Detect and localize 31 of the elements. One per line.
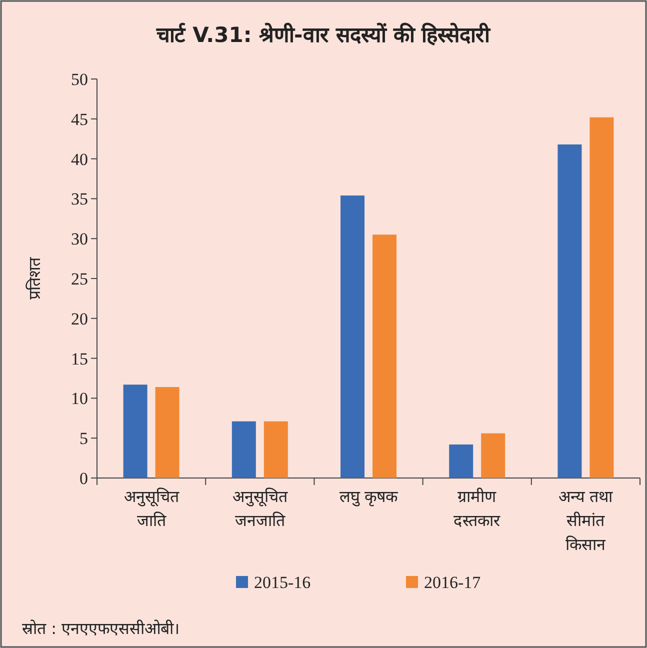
y-tick-label: 20 (71, 309, 88, 328)
x-tick-label: अन्य तथा सीमांत किसान (558, 487, 614, 554)
x-tick-label: अनुसूचित जाति (124, 487, 180, 530)
legend-label: 2015-16 (254, 573, 311, 592)
x-tick-label: अनुसूचित जनजाति (232, 487, 288, 530)
x-tick-label: लघु कृषक (339, 487, 399, 507)
y-tick-label: 35 (71, 190, 88, 209)
y-tick-label: 25 (71, 270, 88, 288)
y-tick-label: 5 (80, 429, 88, 448)
x-tick-label: ग्रामीण दस्तकार (454, 487, 501, 530)
y-tick-label: 0 (80, 469, 88, 488)
y-tick-label: 50 (71, 70, 88, 89)
bar (155, 387, 180, 478)
bar (340, 196, 364, 478)
y-tick-label: 45 (71, 110, 88, 129)
text: स्रोत : एनएएफएससीओबी। (22, 619, 180, 638)
bar (232, 421, 256, 478)
y-axis-title: प्रतिशत (25, 256, 44, 300)
bar (264, 421, 288, 478)
bar (558, 144, 582, 478)
chart-title: चार्ट V.31: श्रेणी-वार सदस्यों की हिस्सेदारी (155, 22, 492, 47)
bar (123, 384, 148, 478)
y-tick-label: 10 (71, 389, 88, 408)
y-tick-label: 30 (71, 230, 88, 249)
bar (449, 444, 474, 478)
y-tick-label: 40 (71, 150, 88, 169)
y-tick-label: 15 (71, 349, 88, 368)
bar (372, 234, 396, 478)
bar (590, 117, 614, 478)
legend-label: 2016-17 (424, 573, 482, 592)
bar (481, 433, 506, 478)
